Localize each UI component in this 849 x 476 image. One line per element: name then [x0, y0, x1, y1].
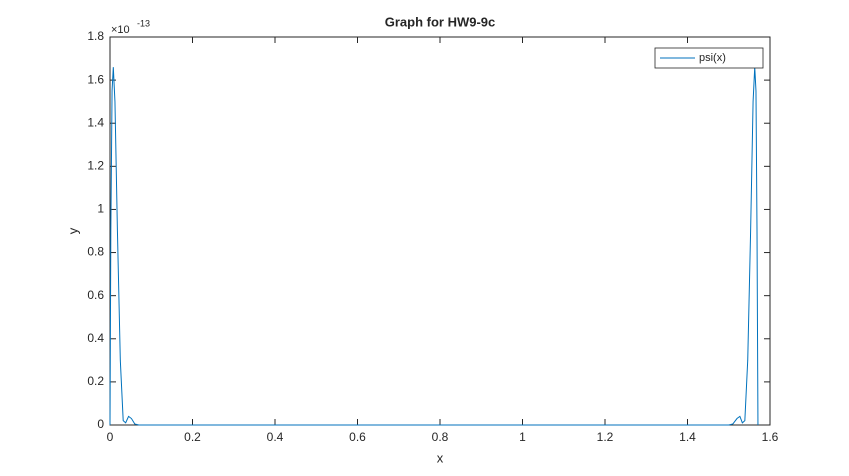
x-tick-label: 0: [107, 430, 114, 444]
y-scale-exponent: -13: [137, 18, 150, 28]
y-tick-label: 1.2: [87, 159, 104, 173]
y-scale-base: ×10: [111, 24, 130, 36]
legend-label: psi(x): [699, 52, 726, 64]
y-tick-label: 0.2: [87, 374, 104, 388]
legend-box: [654, 47, 764, 69]
x-tick-label: 0.2: [184, 430, 201, 444]
x-tick-label: 0.8: [432, 430, 449, 444]
y-tick-label: 1.8: [87, 29, 104, 43]
x-tick-label: 1.4: [679, 430, 696, 444]
y-tick-label: 1.6: [87, 72, 104, 86]
y-tick-label: 0.8: [87, 245, 104, 259]
y-tick-label: 0: [97, 417, 104, 431]
line: [109, 67, 759, 426]
x-tick-label: 1.6: [762, 430, 779, 444]
y-tick-label: 1.4: [87, 115, 104, 129]
y-tick-label: 0.4: [87, 331, 104, 345]
x-tick-label: 1.2: [597, 430, 614, 444]
chart-title: Graph for HW9-9c: [385, 14, 496, 29]
y-tick-label: 0.6: [87, 288, 104, 302]
y-axis-label: y: [65, 227, 80, 234]
y-tick-label: 1: [97, 202, 104, 216]
x-tick-label: 1: [519, 430, 526, 444]
x-tick-label: 0.6: [349, 430, 366, 444]
x-axis-label: x: [437, 450, 444, 465]
x-tick-label: 0.4: [267, 430, 284, 444]
